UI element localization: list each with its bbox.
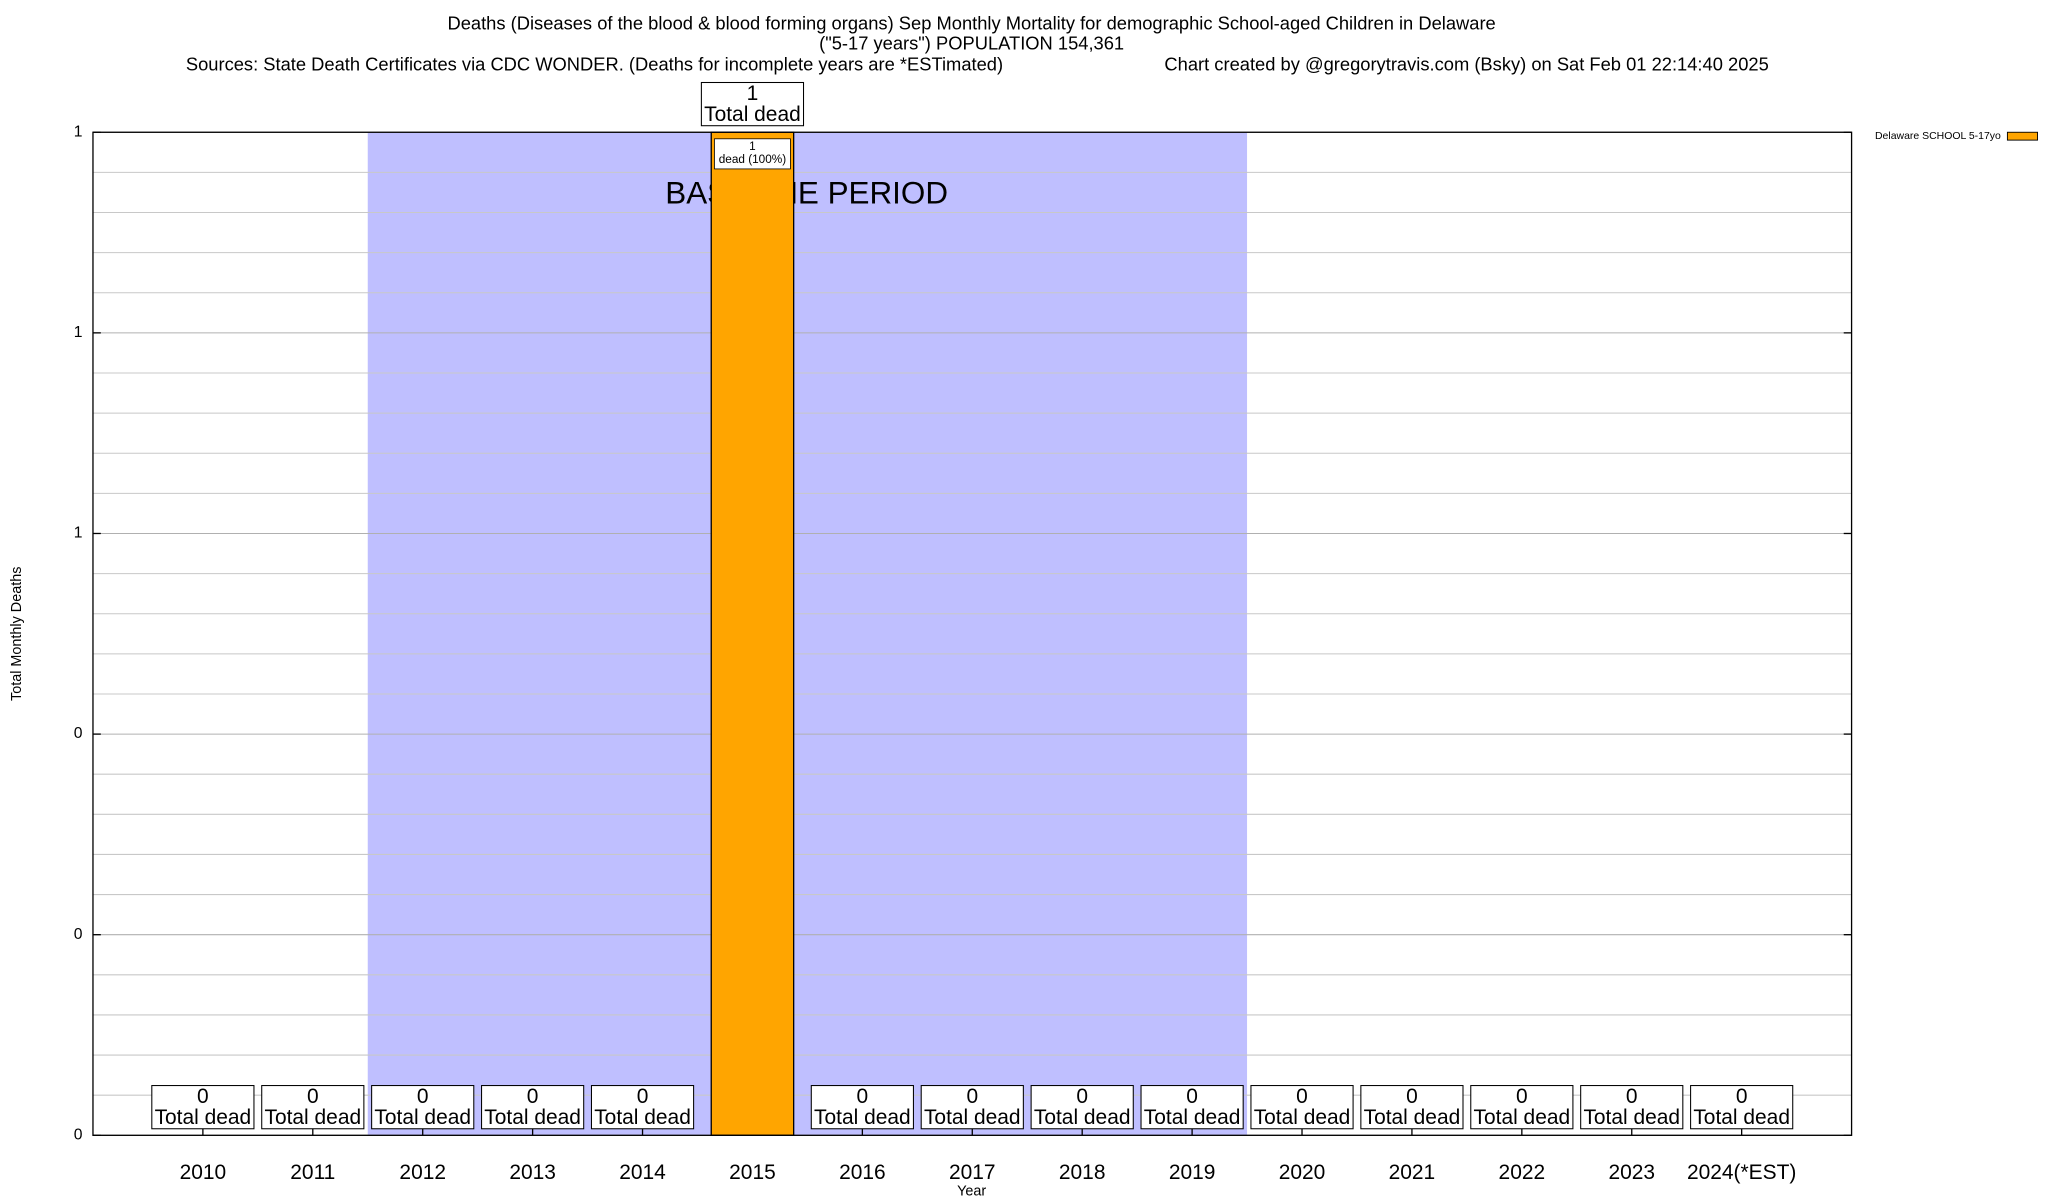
total-label-box (1470, 1085, 1574, 1130)
total-label-box (481, 1085, 585, 1130)
total-label-value: 0 (1076, 1085, 1088, 1108)
total-label-box (1360, 1085, 1464, 1130)
total-label-box (1580, 1085, 1684, 1130)
total-label-box (590, 1085, 695, 1130)
total-label-text: Total dead (1693, 1106, 1790, 1129)
total-label-text: Total dead (1254, 1106, 1351, 1129)
total-label-box (810, 1085, 914, 1130)
total-label-text: Total dead (1034, 1106, 1131, 1129)
x-tick-label: 2022 (1499, 1161, 1546, 1184)
total-label-box (1140, 1085, 1244, 1130)
x-tick-label: 2024(*EST) (1687, 1161, 1796, 1184)
total-label-value: 0 (966, 1085, 978, 1108)
total-label-value: 0 (1626, 1085, 1638, 1108)
x-tick-label: 2014 (619, 1161, 666, 1184)
y-tick-label: 1 (74, 123, 83, 140)
y-axis-label: Total Monthly Deaths (9, 567, 25, 701)
x-tick-label: 2015 (729, 1161, 776, 1184)
total-label-value: 0 (307, 1085, 319, 1108)
y-tick-label: 1 (74, 324, 83, 341)
x-tick-label: 2023 (1608, 1161, 1655, 1184)
total-label-text: Total dead (484, 1106, 581, 1129)
total-label-value: 0 (527, 1085, 539, 1108)
x-tick-label: 2016 (839, 1161, 886, 1184)
total-label-text: Total dead (924, 1106, 1021, 1129)
total-label-box (1690, 1085, 1794, 1130)
total-label-value: 0 (1186, 1085, 1198, 1108)
x-tick-label: 2021 (1389, 1161, 1436, 1184)
y-tick-label: 0 (74, 725, 83, 742)
total-label-text: Total dead (374, 1106, 471, 1129)
bar (710, 131, 795, 1136)
total-label-text: Total dead (1144, 1106, 1241, 1129)
plot-frame (92, 131, 1853, 1136)
y-tick-label: 1 (74, 525, 83, 542)
total-label-text: Total dead (594, 1106, 691, 1129)
baseline-region (367, 132, 1248, 1136)
legend-label: Delaware SCHOOL 5-17yo (1875, 131, 2001, 142)
x-tick-label: 2011 (290, 1161, 335, 1184)
x-tick-label: 2018 (1059, 1161, 1106, 1184)
y-tick-label: 0 (74, 926, 83, 943)
x-tick-label: 2012 (399, 1161, 446, 1184)
chart-title: Deaths (Diseases of the blood & blood fo… (447, 13, 1495, 34)
total-label-text: Total dead (1583, 1106, 1680, 1129)
total-label-text: Total dead (264, 1106, 361, 1129)
legend-swatch (2006, 131, 2038, 141)
total-label-value: 0 (857, 1085, 869, 1108)
total-label-box (261, 1085, 365, 1130)
total-label-value: 0 (1296, 1085, 1308, 1108)
total-label-value: 1 (747, 82, 759, 105)
total-label-text: Total dead (155, 1106, 252, 1129)
total-label-box (371, 1085, 475, 1130)
total-label-box (1250, 1085, 1354, 1130)
total-label-text: Total dead (814, 1106, 911, 1129)
y-tick-label: 0 (74, 1126, 83, 1143)
total-label-value: 0 (197, 1085, 209, 1108)
total-label-box (1030, 1085, 1134, 1130)
x-tick-label: 2013 (509, 1161, 556, 1184)
total-label-text: Total dead (704, 103, 801, 126)
total-label-box (920, 1085, 1024, 1130)
segment-label-box (714, 138, 791, 170)
x-tick-label: 2010 (180, 1161, 227, 1184)
total-label-box (151, 1085, 255, 1130)
source-note: Sources: State Death Certificates via CD… (186, 53, 1003, 74)
segment-label-value: 1 (749, 140, 756, 153)
total-label-value: 0 (417, 1085, 429, 1108)
total-label-value: 0 (1736, 1085, 1748, 1108)
total-label-value: 0 (1516, 1085, 1528, 1108)
credit-note: Chart created by @gregorytravis.com (Bsk… (1164, 53, 1768, 74)
x-tick-label: 2017 (949, 1161, 996, 1184)
chart-subtitle: ("5-17 years") POPULATION 154,361 (819, 32, 1124, 53)
total-label-text: Total dead (1364, 1106, 1461, 1129)
segment-label-text: dead (100%) (719, 153, 786, 166)
x-tick-label: 2020 (1279, 1161, 1326, 1184)
baseline-label: BASELINE PERIOD (665, 175, 948, 210)
total-label-box (700, 81, 805, 127)
total-label-value: 0 (1406, 1085, 1418, 1108)
total-label-text: Total dead (1474, 1106, 1571, 1129)
total-label-value: 0 (637, 1085, 649, 1108)
x-tick-label: 2019 (1169, 1161, 1216, 1184)
x-axis-label: Year (957, 1183, 986, 1199)
